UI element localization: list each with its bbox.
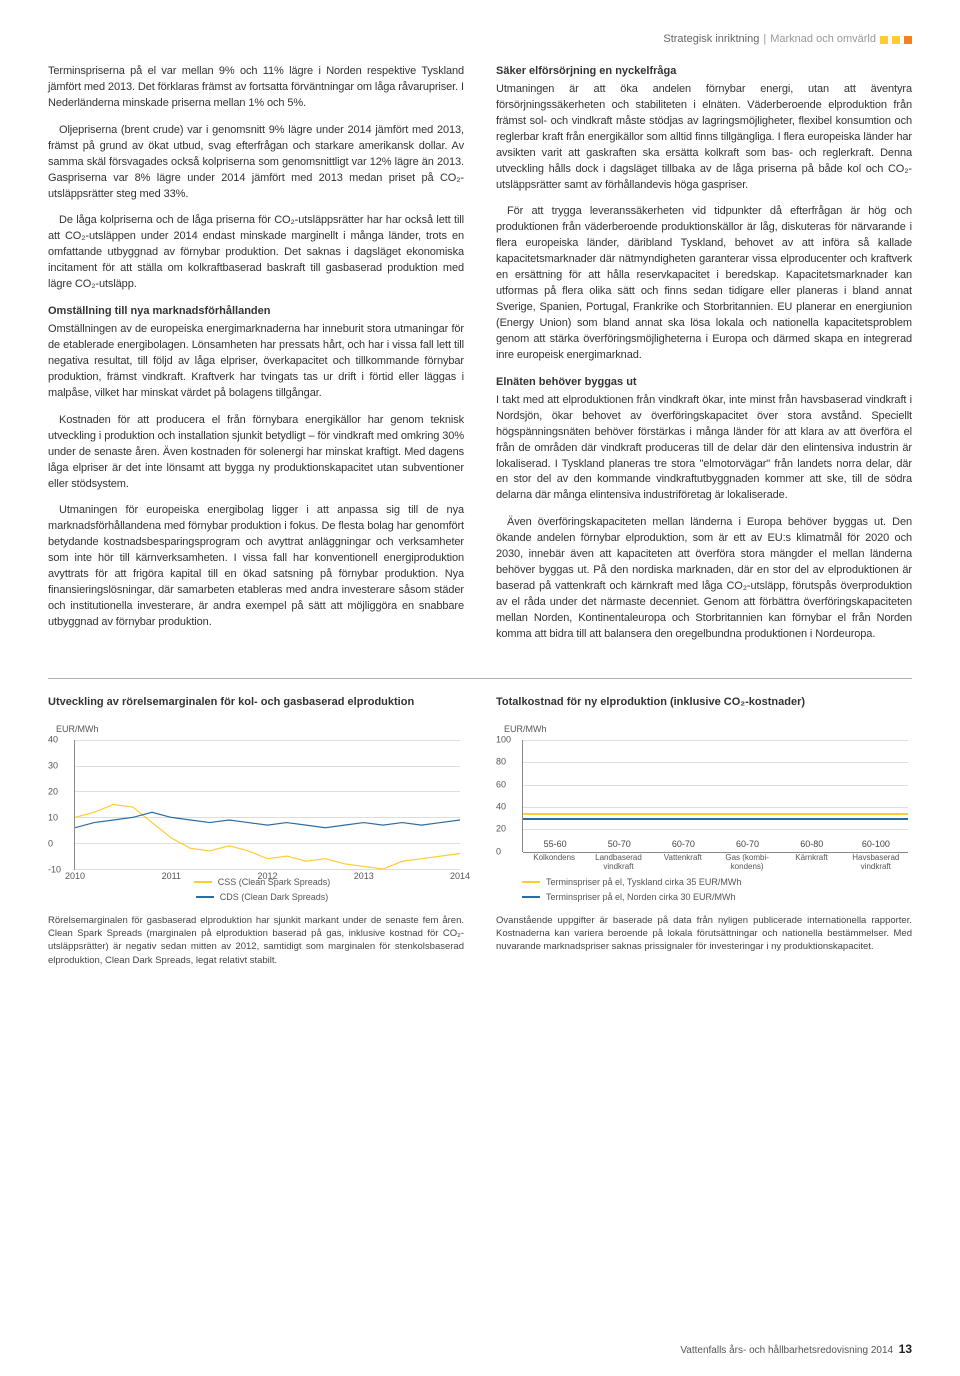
chart1-ytick: 30: [48, 759, 58, 772]
chart2-ytick: 0: [496, 845, 501, 858]
chart1-plot: 20102011201220132014 -10010203040: [48, 740, 464, 870]
chart2-xlabel: Gas (kombi-kondens): [722, 854, 772, 872]
chart2-refline: [523, 818, 908, 820]
chart2-legend: Terminspriser på el, Tyskland cirka 35 E…: [496, 876, 912, 904]
right-h2: Elnäten behöver byggas ut: [496, 375, 912, 391]
right-p1: Utmaningen är att öka andelen förnybar e…: [496, 82, 912, 194]
chart1-legend-item: CSS (Clean Spark Spreads): [48, 876, 464, 889]
chart1-xtick: 2012: [257, 870, 277, 883]
chart1-ytick: 10: [48, 811, 58, 824]
bar-chart-block: Totalkostnad för ny elproduktion (inklus…: [496, 695, 912, 967]
right-column: Säker elförsörjning en nyckelfråga Utman…: [496, 64, 912, 654]
left-p2: Oljepriserna (brent crude) var i genomsn…: [48, 123, 464, 203]
chart1-ytick: 40: [48, 733, 58, 746]
left-p4: Omställningen av de europeiska energimar…: [48, 322, 464, 402]
charts-row: Utveckling av rörelsemarginalen för kol-…: [48, 695, 912, 967]
chart2-xlabel: Havsbaserad vindkraft: [851, 854, 901, 872]
chart1-xtick: 2010: [65, 870, 85, 883]
left-p6: Utmaningen för europeiska energibolag li…: [48, 503, 464, 631]
chart2-ytick: 60: [496, 778, 506, 791]
breadcrumb-dot-3: [904, 36, 912, 44]
right-h1: Säker elförsörjning en nyckelfråga: [496, 64, 912, 80]
chart2-xlabel: Vattenkraft: [658, 854, 708, 872]
chart1-ytick: -10: [48, 863, 61, 876]
chart1-caption: Rörelsemarginalen för gasbaserad elprodu…: [48, 914, 464, 967]
chart2-ytick: 100: [496, 733, 511, 746]
chart1-legend-item: CDS (Clean Dark Spreads): [48, 891, 464, 904]
chart2-xlabel: Kolkondens: [529, 854, 579, 872]
line-chart-block: Utveckling av rörelsemarginalen för kol-…: [48, 695, 464, 967]
breadcrumb-dot-1: [880, 36, 888, 44]
footer-page: 13: [899, 1342, 912, 1356]
chart1-legend: CSS (Clean Spark Spreads) CDS (Clean Dark…: [48, 876, 464, 904]
chart2-title: Totalkostnad för ny elproduktion (inklus…: [496, 695, 912, 711]
chart2-refline: [523, 813, 908, 815]
chart1-xtick: 2013: [354, 870, 374, 883]
chart1-unit: EUR/MWh: [56, 723, 464, 736]
breadcrumb-subsection: Marknad och omvärld: [770, 32, 876, 48]
chart2-ytick: 40: [496, 800, 506, 813]
footer-text: Vattenfalls års- och hållbarhetsredovisn…: [680, 1345, 893, 1356]
left-p1: Terminspriserna på el var mellan 9% och …: [48, 64, 464, 112]
chart2-legend-item: Terminspriser på el, Tyskland cirka 35 E…: [496, 876, 912, 889]
breadcrumb-section: Strategisk inriktning: [663, 32, 759, 48]
body-columns: Terminspriserna på el var mellan 9% och …: [48, 64, 912, 654]
chart2-plot: 55-6050-7060-7060-7060-8060-100 Kolkonde…: [496, 740, 912, 870]
right-p2: För att trygga leveranssäkerheten vid ti…: [496, 204, 912, 363]
chart2-xlabel: Kärnkraft: [786, 854, 836, 872]
right-p4: Även överföringskapaciteten mellan lände…: [496, 515, 912, 643]
page-footer: Vattenfalls års- och hållbarhetsredovisn…: [680, 1341, 912, 1359]
left-h1: Omställning till nya marknadsförhållande…: [48, 304, 464, 320]
breadcrumb: Strategisk inriktning | Marknad och omvä…: [48, 32, 912, 48]
chart1-ytick: 0: [48, 837, 53, 850]
section-divider: [48, 678, 912, 679]
chart1-title: Utveckling av rörelsemarginalen för kol-…: [48, 695, 464, 711]
breadcrumb-sep: |: [763, 32, 766, 48]
chart2-ytick: 80: [496, 756, 506, 769]
left-p3: De låga kolpriserna och de låga priserna…: [48, 213, 464, 293]
chart1-ytick: 20: [48, 785, 58, 798]
chart1-xtick: 2014: [450, 870, 470, 883]
chart1-xtick: 2011: [162, 870, 181, 883]
chart2-xlabel: Landbaserad vindkraft: [593, 854, 643, 872]
right-p3: I takt med att elproduktionen från vindk…: [496, 393, 912, 505]
chart2-ytick: 20: [496, 823, 506, 836]
left-p5: Kostnaden för att producera el från förn…: [48, 413, 464, 493]
breadcrumb-dot-2: [892, 36, 900, 44]
left-column: Terminspriserna på el var mellan 9% och …: [48, 64, 464, 654]
chart2-unit: EUR/MWh: [504, 723, 912, 736]
chart2-caption: Ovanstående uppgifter är baserade på dat…: [496, 914, 912, 954]
chart2-legend-item: Terminspriser på el, Norden cirka 30 EUR…: [496, 891, 912, 904]
